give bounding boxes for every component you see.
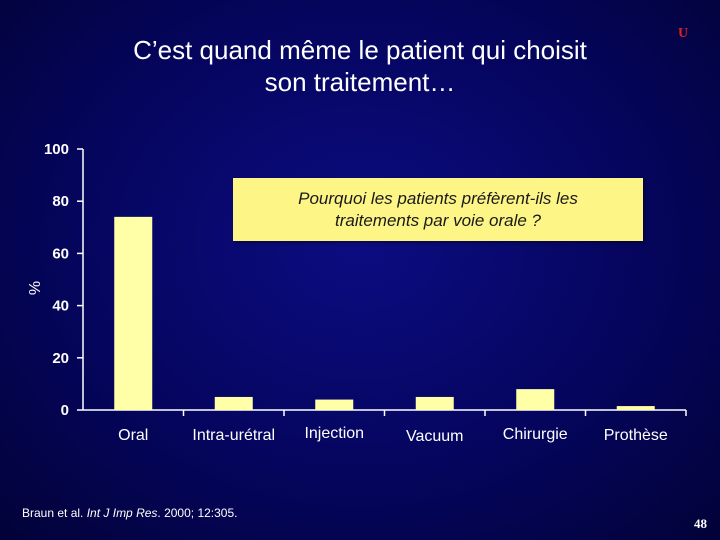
bar (315, 399, 354, 410)
callout-box: Pourquoi les patients préfèrent-ils les … (233, 178, 643, 241)
callout-line-1: Pourquoi les patients préfèrent-ils les (298, 188, 578, 208)
y-tick-label: 20 (52, 350, 69, 367)
x-category-label: Intra-urétral (192, 427, 275, 444)
y-tick-label: 80 (52, 193, 69, 210)
y-axis-title: % (27, 281, 44, 295)
slide-title-line-2: son traitement… (264, 67, 456, 97)
bar (214, 396, 253, 410)
bar (114, 216, 153, 410)
y-tick-label: 40 (52, 298, 69, 315)
page-number: 48 (694, 516, 707, 531)
bar (516, 389, 555, 410)
citation-authors: Braun et al. (22, 506, 87, 520)
citation: Braun et al. Int J Imp Res. 2000; 12:305… (22, 506, 237, 520)
logo-mark: U (678, 26, 689, 41)
x-category-label: Vacuum (406, 428, 464, 445)
citation-reference: . 2000; 12:305. (157, 506, 238, 520)
y-tick-label: 0 (61, 402, 69, 419)
y-tick-label: 100 (44, 141, 69, 158)
bar (616, 406, 655, 410)
y-tick-label: 60 (52, 245, 69, 262)
x-category-label: Injection (304, 425, 364, 442)
x-category-label: Prothèse (604, 427, 668, 444)
x-category-label: Oral (118, 427, 148, 444)
callout-line-2: traitements par voie orale ? (335, 210, 541, 230)
bar (415, 396, 454, 410)
x-category-label: Chirurgie (503, 426, 568, 443)
slide-title: C’est quand même le patient qui choisit … (40, 34, 680, 98)
citation-journal: Int J Imp Res (86, 506, 158, 520)
slide-title-line-1: C’est quand même le patient qui choisit (133, 35, 587, 65)
